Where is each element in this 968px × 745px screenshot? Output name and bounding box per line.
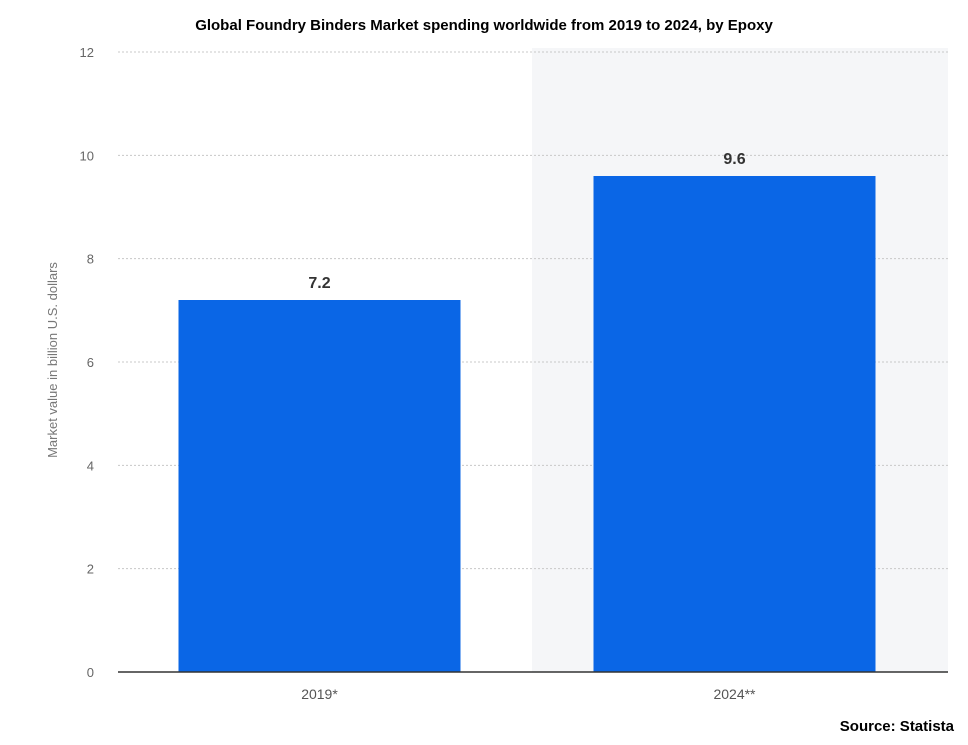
y-tick-label: 4 (87, 458, 94, 473)
bars: 7.2 9.6 (178, 151, 876, 672)
y-tick-label: 8 (87, 252, 94, 267)
y-tick-label: 6 (87, 355, 94, 370)
y-tick-label: 10 (80, 148, 94, 163)
bar (178, 300, 461, 672)
bar-value-label: 7.2 (308, 275, 330, 292)
x-tick-label: 2019* (301, 686, 338, 702)
source-note: Source: Statista (839, 718, 954, 735)
bar (593, 176, 876, 672)
bar-value-label: 9.6 (723, 151, 745, 168)
x-axis-ticks: 2019* 2024** (301, 686, 756, 702)
y-tick-label: 2 (87, 562, 94, 577)
y-axis-ticks: 0 2 4 6 8 10 12 (80, 45, 94, 680)
y-axis-title: Market value in billion U.S. dollars (45, 262, 60, 458)
x-tick-label: 2024** (713, 686, 756, 702)
y-tick-label: 12 (80, 45, 94, 60)
chart-title: Global Foundry Binders Market spending w… (195, 17, 773, 34)
y-tick-label: 0 (87, 665, 94, 680)
